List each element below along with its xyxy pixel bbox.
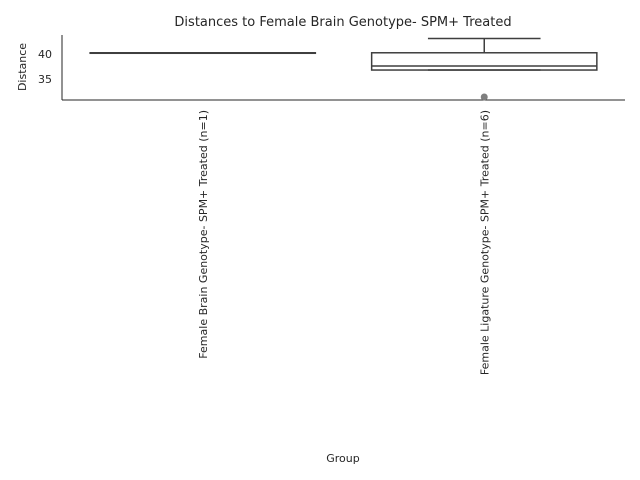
box-1 xyxy=(89,52,317,55)
chart-title: Distances to Female Brain Genotype- SPM+… xyxy=(174,15,511,30)
y-tick-label: 40 xyxy=(38,48,52,61)
y-axis-label: Distance xyxy=(16,43,29,91)
y-ticks: 35 40 xyxy=(38,48,52,86)
box-iqr xyxy=(370,52,598,71)
x-axis-label: Group xyxy=(326,452,360,465)
boxes xyxy=(89,37,598,101)
outlier-point xyxy=(480,93,488,101)
x-ticks: Female Brain Genotype- SPM+ Treated (n=1… xyxy=(197,110,492,375)
box-2 xyxy=(370,37,598,101)
x-tick-label: Female Brain Genotype- SPM+ Treated (n=1… xyxy=(197,110,210,359)
x-tick-label: Female Ligature Genotype- SPM+ Treated (… xyxy=(478,110,491,375)
y-tick-label: 35 xyxy=(38,73,52,86)
